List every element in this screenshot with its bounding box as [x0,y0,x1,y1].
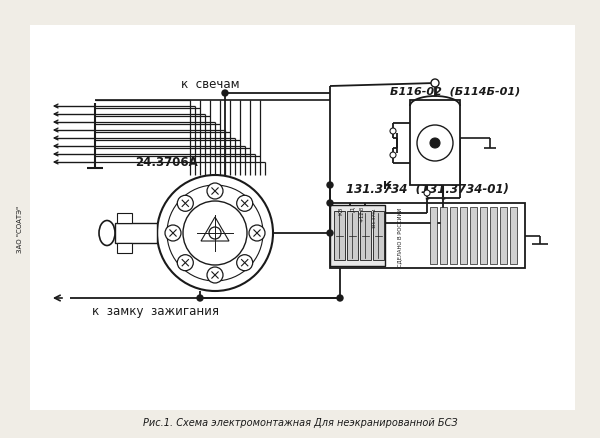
Circle shape [337,295,343,301]
Bar [500,208,507,265]
Text: 131.3734  (131.3734-01): 131.3734 (131.3734-01) [346,183,508,196]
Circle shape [165,226,181,241]
Circle shape [327,201,333,207]
Bar [450,208,457,265]
Text: 24.3706А: 24.3706А [135,155,198,168]
Bar [330,205,385,266]
Circle shape [424,191,430,197]
Bar [360,212,371,261]
Text: к  свечам: к свечам [181,78,239,90]
Bar [440,208,447,265]
Text: К: К [383,180,392,191]
Ellipse shape [99,221,115,246]
Bar [410,101,460,186]
Bar [334,212,345,261]
Circle shape [390,129,396,135]
Bar [117,213,132,223]
Circle shape [417,126,453,162]
Circle shape [430,139,440,148]
Text: к  замку  зажигания: к замку зажигания [92,304,218,317]
Bar [470,208,477,265]
Circle shape [327,183,333,189]
Circle shape [207,184,223,200]
Text: ЗАО "СОАТЭ": ЗАО "СОАТЭ" [17,205,23,252]
Text: Д: Д [350,207,355,212]
Circle shape [390,153,396,159]
Bar [480,208,487,265]
Bar [373,212,384,261]
Circle shape [157,176,273,291]
Bar [117,244,132,254]
Text: КЗ: КЗ [338,207,343,215]
Bar [115,223,157,244]
Bar [460,208,467,265]
Circle shape [197,295,203,301]
Text: Б116-02  (Б114Б-01): Б116-02 (Б114Б-01) [390,87,520,97]
Text: +12 В: +12 В [360,207,365,222]
Circle shape [178,196,193,212]
Circle shape [327,230,333,237]
Circle shape [236,255,253,271]
Bar [347,212,358,261]
Bar [510,208,517,265]
Circle shape [222,91,228,97]
Bar [430,208,437,265]
Circle shape [207,267,223,283]
Circle shape [431,80,439,88]
Circle shape [209,227,221,240]
Text: СДЕЛАНО В РОССИИИ: СДЕЛАНО В РОССИИИ [398,207,403,266]
Circle shape [249,226,265,241]
Bar [490,208,497,265]
Text: 131.3734: 131.3734 [373,207,377,227]
Circle shape [183,201,247,265]
Circle shape [236,196,253,212]
Bar [30,26,575,410]
Circle shape [178,255,193,271]
Bar [330,204,525,268]
Text: Рис.1. Схема электромонтажная Для неэкранированной БСЗ: Рис.1. Схема электромонтажная Для неэкра… [143,417,457,427]
